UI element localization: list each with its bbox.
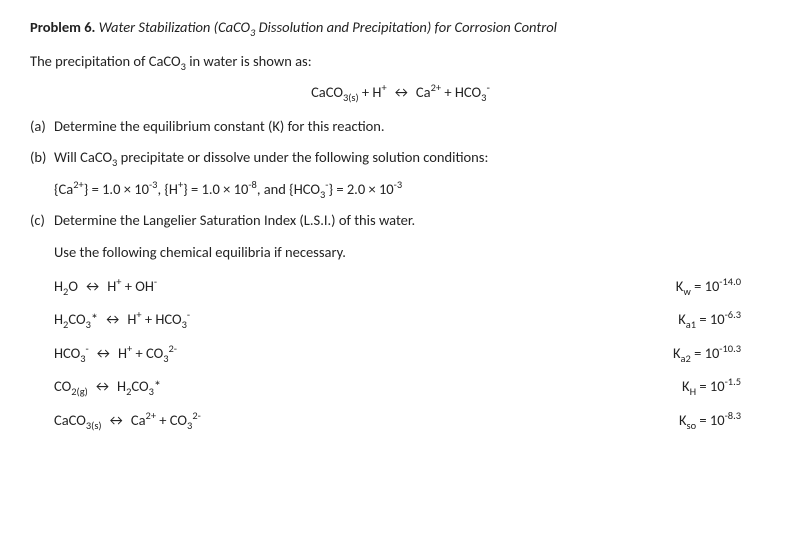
part-a-text: Determine the equilibrium constant (K) f… — [54, 117, 385, 135]
equil-rhs: Kso = 10-8.3 — [679, 411, 771, 431]
equil-row: CO2(g) ↔ H2CO3* KH = 10-1.5 — [54, 377, 771, 397]
problem-title-paren: (CaCO3 Dissolution and Precipitation) fo… — [214, 18, 557, 36]
part-c-text: Determine the Langelier Saturation Index… — [54, 211, 415, 229]
caco3-formula: CaCO3 — [218, 18, 255, 36]
equil-rhs: KH = 10-1.5 — [682, 377, 771, 397]
problem-title-italic: Water Stabilization — [99, 18, 214, 36]
equil-lhs: CaCO3(s) ↔ Ca2+ + CO32- — [54, 411, 201, 431]
equil-row: HCO3- ↔ H+ + CO32- Ka2 = 10-10.3 — [54, 344, 771, 364]
part-b: (b)Will CaCO3 precipitate or dissolve un… — [30, 148, 771, 168]
part-b-conditions: {Ca2+} = 1.0 × 10-3, {H+} = 1.0 × 10-8, … — [54, 180, 771, 200]
equil-row: CaCO3(s) ↔ Ca2+ + CO32- Kso = 10-8.3 — [54, 411, 771, 431]
equil-rhs: Ka1 = 10-6.3 — [678, 310, 771, 330]
part-b-marker: (b) — [30, 148, 54, 168]
part-a-marker: (a) — [30, 117, 54, 137]
equil-rhs: Ka2 = 10-10.3 — [673, 344, 771, 364]
part-b-text: Will CaCO3 precipitate or dissolve under… — [54, 148, 488, 166]
equilibria-table: H2O ↔ H+ + OH- Kw = 10-14.0 H2CO3* ↔ H+ … — [54, 277, 771, 431]
equil-lhs: CO2(g) ↔ H2CO3* — [54, 377, 161, 397]
part-a: (a)Determine the equilibrium constant (K… — [30, 117, 771, 137]
title-rest: Dissolution and Precipitation) for Corro… — [259, 18, 557, 36]
part-c-note: Use the following chemical equilibria if… — [54, 243, 771, 263]
part-c-marker: (c) — [30, 211, 54, 231]
problem-title: Problem 6. Water Stabilization (CaCO3 Di… — [30, 18, 771, 38]
part-c: (c)Determine the Langelier Saturation In… — [30, 211, 771, 231]
equil-lhs: H2O ↔ H+ + OH- — [54, 277, 157, 297]
equil-row: H2O ↔ H+ + OH- Kw = 10-14.0 — [54, 277, 771, 297]
main-equation: CaCO3(s) + H+ ↔ Ca2+ + HCO3‑ — [30, 83, 771, 103]
equil-lhs: HCO3- ↔ H+ + CO32- — [54, 344, 177, 364]
intro-text: The precipitation of CaCO3 in water is s… — [30, 52, 771, 72]
equil-lhs: H2CO3* ↔ H+ + HCO3- — [54, 310, 190, 330]
problem-label: Problem 6. — [30, 18, 95, 36]
equil-row: H2CO3* ↔ H+ + HCO3- Ka1 = 10-6.3 — [54, 310, 771, 330]
equil-rhs: Kw = 10-14.0 — [676, 277, 771, 297]
